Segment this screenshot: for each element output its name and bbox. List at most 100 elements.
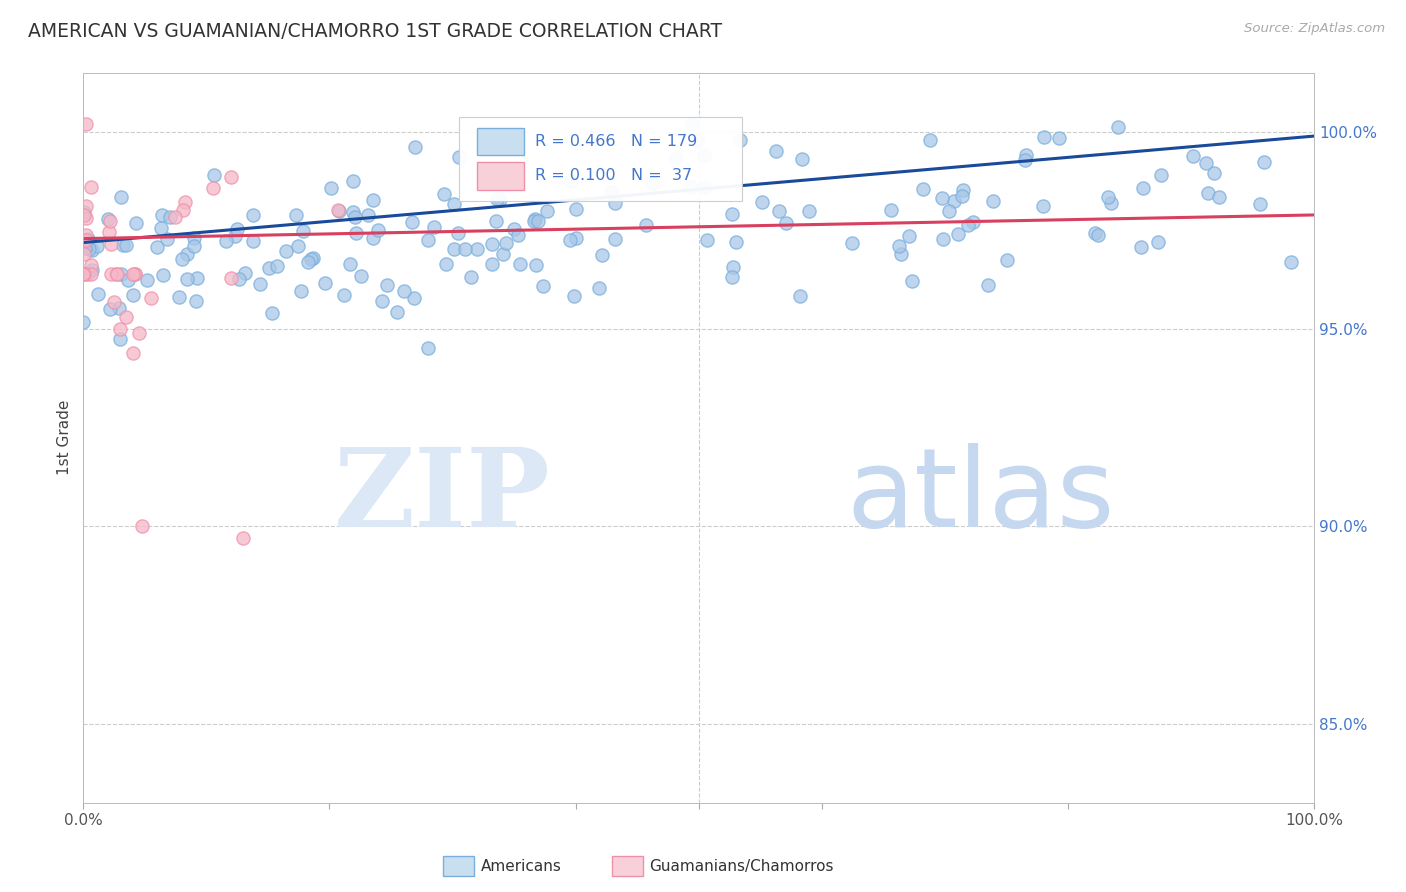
- Point: [284, 208, 307, 222]
- Point: [887, 238, 910, 252]
- Bar: [477, 162, 524, 190]
- Point: [76, 267, 98, 281]
- Point: [485, 214, 508, 228]
- Point: [167, 290, 190, 304]
- Point: [422, 219, 444, 234]
- Point: [1279, 255, 1302, 269]
- Point: [1107, 120, 1129, 135]
- Point: [75, 199, 97, 213]
- Point: [932, 232, 955, 246]
- Point: [173, 195, 195, 210]
- Point: [841, 236, 863, 251]
- Point: [76, 266, 98, 280]
- Point: [377, 278, 399, 293]
- Point: [139, 291, 162, 305]
- Point: [946, 227, 969, 241]
- Point: [152, 268, 174, 282]
- Point: [728, 133, 751, 147]
- Point: [434, 257, 457, 271]
- Point: [898, 229, 921, 244]
- Point: [443, 197, 465, 211]
- Point: [75, 228, 97, 243]
- Point: [131, 519, 153, 533]
- Point: [751, 194, 773, 209]
- Point: [981, 194, 1004, 209]
- Point: [342, 205, 364, 219]
- Point: [287, 239, 309, 253]
- Point: [392, 284, 415, 298]
- Point: [186, 271, 208, 285]
- Point: [1032, 129, 1054, 144]
- Point: [1147, 235, 1170, 250]
- Point: [75, 233, 97, 247]
- Point: [454, 242, 477, 256]
- Point: [371, 293, 394, 308]
- Point: [75, 211, 97, 226]
- Point: [720, 270, 742, 285]
- Point: [225, 222, 247, 236]
- Point: [80, 267, 103, 281]
- Point: [665, 151, 688, 165]
- Point: [416, 341, 439, 355]
- Point: [135, 273, 157, 287]
- Point: [274, 244, 297, 258]
- Point: [75, 241, 97, 255]
- Point: [176, 247, 198, 261]
- Point: [447, 227, 470, 241]
- Point: [565, 231, 588, 245]
- Point: [418, 233, 440, 247]
- Point: [799, 203, 821, 218]
- Point: [121, 267, 143, 281]
- Point: [73, 207, 96, 221]
- Point: [343, 211, 366, 225]
- Point: [725, 235, 748, 249]
- Point: [297, 255, 319, 269]
- FancyBboxPatch shape: [458, 117, 742, 201]
- Point: [128, 326, 150, 341]
- Point: [558, 233, 581, 247]
- Point: [792, 152, 814, 166]
- Point: [249, 277, 271, 292]
- Point: [460, 269, 482, 284]
- Point: [603, 196, 626, 211]
- Point: [1195, 156, 1218, 170]
- Point: [183, 239, 205, 253]
- Point: [80, 258, 103, 272]
- Point: [361, 231, 384, 245]
- Point: [1249, 196, 1271, 211]
- Point: [233, 266, 256, 280]
- Point: [201, 181, 224, 195]
- Point: [100, 237, 122, 252]
- Point: [447, 150, 470, 164]
- Bar: [477, 128, 524, 155]
- Point: [221, 169, 243, 184]
- Point: [121, 346, 143, 360]
- Point: [155, 232, 177, 246]
- Point: [531, 279, 554, 293]
- Point: [117, 273, 139, 287]
- Point: [115, 310, 138, 325]
- Point: [183, 231, 205, 245]
- Point: [314, 276, 336, 290]
- Point: [100, 267, 122, 281]
- Point: [1014, 153, 1036, 168]
- Point: [1181, 149, 1204, 163]
- Point: [110, 322, 132, 336]
- Text: Source: ZipAtlas.com: Source: ZipAtlas.com: [1244, 22, 1385, 36]
- Point: [641, 176, 664, 190]
- Point: [172, 252, 194, 266]
- Point: [108, 301, 131, 316]
- Point: [361, 193, 384, 207]
- Point: [111, 237, 134, 252]
- Point: [1047, 131, 1070, 145]
- Point: [605, 232, 627, 246]
- Point: [523, 214, 546, 228]
- Point: [319, 180, 342, 194]
- Point: [232, 531, 254, 545]
- Point: [433, 186, 456, 201]
- Point: [681, 117, 703, 131]
- Point: [242, 234, 264, 248]
- Point: [695, 180, 717, 194]
- Point: [299, 252, 322, 267]
- Point: [890, 246, 912, 260]
